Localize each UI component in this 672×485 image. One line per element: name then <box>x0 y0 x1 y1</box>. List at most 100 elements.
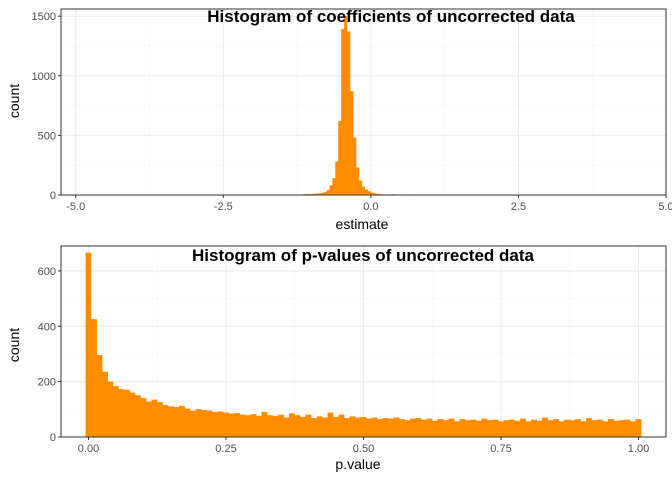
histogram-bar <box>465 420 471 437</box>
histogram-bar <box>262 412 268 437</box>
histogram-bar <box>201 410 207 437</box>
x-tick-label: 0.75 <box>490 443 511 455</box>
histogram-bar <box>330 185 333 195</box>
histogram-bar <box>388 419 394 437</box>
histogram-bar <box>365 190 368 195</box>
histogram-bar <box>267 415 273 437</box>
y-tick-label: 0 <box>50 190 56 202</box>
histogram-bar <box>608 419 614 437</box>
histogram-bar <box>564 420 570 437</box>
histogram-bar <box>218 412 224 437</box>
y-tick-label: 1500 <box>32 11 56 23</box>
histogram-bar <box>322 418 328 437</box>
plot-title: Histogram of p-values of uncorrected dat… <box>192 246 534 265</box>
histogram-bar <box>344 418 350 437</box>
histogram-bar <box>245 415 251 437</box>
histogram-bar <box>449 419 455 437</box>
histogram-bar <box>251 414 257 437</box>
histogram-bar <box>443 420 449 437</box>
histogram-bar <box>102 372 108 437</box>
x-tick-label: 2.5 <box>511 201 526 213</box>
histogram-bar <box>542 418 548 437</box>
histogram-bar <box>592 420 598 437</box>
histogram-bar <box>377 419 383 437</box>
y-axis-ticks: 0 200 400 600 <box>38 266 61 444</box>
histogram-bar <box>317 417 323 437</box>
histogram-bar <box>190 411 196 437</box>
histogram-bar <box>614 421 620 437</box>
histogram-bar <box>383 418 389 437</box>
histogram-bar <box>454 421 460 437</box>
y-tick-label: 500 <box>38 130 56 142</box>
plot-title: Histogram of coefficients of uncorrected… <box>207 7 575 26</box>
histogram-bar <box>526 421 532 437</box>
y-tick-label: 200 <box>38 377 56 389</box>
y-axis-title: count <box>6 84 22 118</box>
histogram-bar <box>347 32 350 195</box>
histogram-bar <box>416 418 422 437</box>
histogram-bar <box>135 395 141 437</box>
histogram-bar <box>460 419 466 437</box>
histogram-bar <box>630 421 636 437</box>
histogram-bar <box>295 415 301 437</box>
histogram-bar <box>234 413 240 437</box>
histogram-bar <box>196 409 202 437</box>
histogram-bar <box>636 419 642 437</box>
y-tick-label: 600 <box>38 266 56 278</box>
histogram-bar <box>174 407 180 437</box>
histogram-bar <box>515 421 521 437</box>
histogram-bar <box>581 421 587 437</box>
histogram-bar <box>432 421 438 437</box>
histogram-bar <box>625 420 631 437</box>
histogram-bar <box>168 407 174 437</box>
histogram-bar <box>124 390 130 437</box>
y-tick-label: 400 <box>38 321 56 333</box>
histogram-bar <box>482 419 488 437</box>
x-tick-label: 1.00 <box>628 443 649 455</box>
histogram-bar <box>427 419 433 437</box>
y-axis-ticks: 0 500 1000 1500 <box>32 11 61 202</box>
histogram-bar <box>394 418 400 437</box>
histogram-bar <box>355 418 361 437</box>
x-tick-label: -5.0 <box>66 201 85 213</box>
histogram-bar <box>548 420 554 437</box>
histogram-bar <box>353 138 356 195</box>
histogram-bar <box>179 406 185 437</box>
histogram-bar <box>341 29 344 195</box>
histogram-bar <box>91 319 97 437</box>
histogram-bar <box>119 389 125 437</box>
histogram-bar <box>223 413 229 437</box>
histogram-bar <box>163 405 169 437</box>
histogram-bar <box>410 419 416 437</box>
histogram-bar <box>487 420 493 437</box>
histogram-bar <box>256 416 262 437</box>
x-tick-label: 0.0 <box>363 201 378 213</box>
histogram-bar <box>130 393 136 437</box>
histogram-bar <box>300 417 306 437</box>
histogram-bar <box>152 400 158 437</box>
histogram-bar <box>438 419 444 437</box>
histogram-bar <box>368 191 371 195</box>
y-tick-label: 0 <box>50 432 56 444</box>
histogram-bar <box>597 420 603 437</box>
histogram-bar <box>141 398 147 437</box>
histogram-bar <box>97 355 103 437</box>
histogram-bar <box>570 420 576 437</box>
x-tick-label: 0.25 <box>215 443 236 455</box>
histogram-bar <box>471 420 477 437</box>
histogram-bar <box>575 419 581 437</box>
x-axis-title: p.value <box>335 456 380 472</box>
histogram-bar <box>399 419 405 437</box>
histogram-bar <box>212 412 218 437</box>
y-axis-title: count <box>6 328 22 362</box>
histogram-bar <box>207 411 213 437</box>
histogram-bar <box>289 413 295 437</box>
y-tick-label: 1000 <box>32 71 56 83</box>
histogram-bar <box>306 415 312 437</box>
histogram-bar <box>586 418 592 437</box>
histogram-bar <box>335 162 338 195</box>
histogram-bar <box>333 178 336 195</box>
histogram-bar <box>537 421 543 437</box>
